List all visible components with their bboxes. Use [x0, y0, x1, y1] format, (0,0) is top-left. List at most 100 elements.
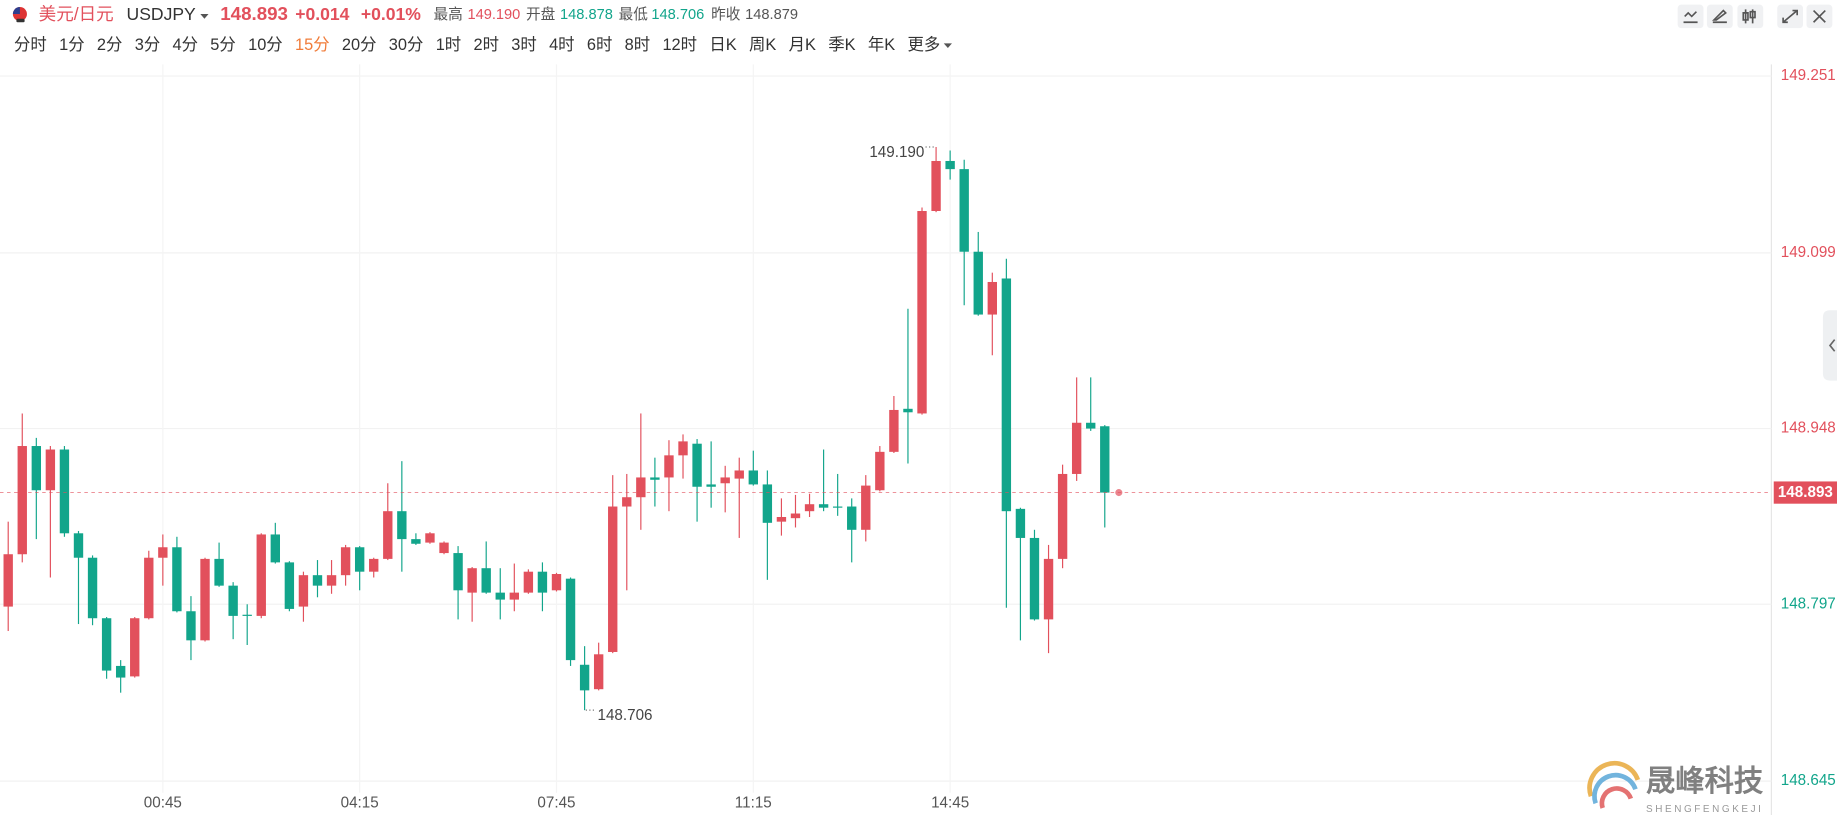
timeframe-tab[interactable]: 15分 — [295, 36, 330, 54]
side-panel-toggle[interactable] — [1822, 310, 1837, 381]
candle-body — [425, 533, 435, 543]
timeframe-tab[interactable]: 1分 — [59, 36, 84, 54]
timeframe-tab[interactable]: 10分 — [248, 36, 283, 54]
candle-body — [383, 511, 393, 559]
price-change-pct: +0.01% — [361, 4, 421, 24]
candle-body — [1043, 558, 1054, 620]
x-tick-label: 07:45 — [537, 794, 575, 811]
candle-body — [692, 443, 702, 487]
tool-button[interactable] — [1677, 4, 1704, 29]
tool-icon — [1712, 9, 1727, 24]
symbol[interactable]: USDJPY — [127, 4, 197, 24]
candle-body — [256, 534, 266, 616]
timeframe-tab[interactable]: 1时 — [436, 36, 461, 54]
candle-body — [45, 449, 56, 491]
candle-body — [397, 511, 407, 540]
high-label: 149.190 — [869, 144, 924, 161]
candle-body — [818, 504, 829, 508]
timeframe-tab[interactable]: 30分 — [389, 36, 424, 54]
last-price: 148.893 — [220, 3, 288, 24]
timeframe-tab[interactable]: 周K — [749, 36, 776, 54]
timeframe-tab[interactable]: 4分 — [173, 36, 198, 54]
candle-body — [664, 455, 674, 478]
candle-body — [158, 547, 168, 558]
candle-body — [411, 539, 421, 544]
timeframe-tab[interactable]: 20分 — [342, 36, 377, 54]
stat-label: 最高 — [433, 6, 462, 23]
timeframe-tab[interactable]: 日K — [709, 36, 736, 54]
timeframe-tab[interactable]: 更多 — [907, 36, 940, 54]
symbol-caret[interactable] — [200, 14, 209, 19]
x-tick-label: 04:15 — [341, 794, 379, 811]
candle-body — [186, 611, 196, 641]
close-icon — [1812, 9, 1826, 23]
expand-icon — [1782, 9, 1798, 24]
stat-value: 148.878 — [560, 7, 613, 23]
candle-body — [326, 575, 337, 586]
candle-body — [903, 408, 913, 413]
candle-body — [73, 533, 84, 558]
y-tick-label: 148.645 — [1781, 772, 1836, 789]
candle-body — [945, 160, 955, 170]
price-change: +0.014 — [295, 4, 349, 24]
labels: 149.251 149.099 148.948 148.797 148.645 00:45… — [0, 67, 1837, 811]
candle-body — [762, 484, 773, 523]
watermark-pinyin: SHENGFENGKEJI — [1646, 804, 1763, 815]
timeframe-tab[interactable]: 3时 — [511, 36, 536, 54]
timeframe-tab[interactable]: 8时 — [625, 36, 650, 54]
candle-body — [720, 477, 730, 484]
current-price-dot — [1115, 489, 1123, 497]
current-price-label: 148.893 — [1778, 484, 1833, 501]
timeframe-tab[interactable]: 5分 — [210, 36, 235, 54]
y-tick-label: 149.251 — [1781, 67, 1836, 84]
candle-body — [17, 446, 27, 555]
candle-body — [593, 654, 604, 690]
candle-body — [987, 281, 997, 315]
candle-body — [439, 542, 449, 554]
candle-body — [453, 553, 463, 591]
candle-body — [101, 618, 112, 671]
candle-body — [481, 568, 491, 593]
tool-icon — [1683, 11, 1698, 24]
candle-body — [31, 446, 42, 491]
candle-body — [1001, 278, 1012, 512]
timeframe-tab[interactable]: 6时 — [587, 36, 612, 54]
timeframe-tab[interactable]: 分时 — [14, 36, 47, 54]
y-tick-label: 148.948 — [1781, 420, 1836, 437]
timeframe-tab[interactable]: 3分 — [135, 36, 160, 54]
timeframe-tab[interactable]: 季K — [828, 36, 855, 54]
stats: 最高 149.190 开盘 148.878 最低 148.706 昨收 148.879 — [433, 5, 798, 23]
timeframe-tab[interactable]: 12时 — [662, 36, 697, 54]
more-caret[interactable] — [943, 43, 952, 49]
candle-body — [832, 506, 843, 508]
timeframe-tab[interactable]: 年K — [868, 36, 895, 54]
candle-body — [214, 558, 224, 586]
candle-body — [804, 504, 815, 512]
y-tick-label: 149.099 — [1781, 244, 1836, 261]
candle-body — [172, 547, 182, 612]
candle-body — [959, 169, 969, 252]
candle-body — [200, 558, 210, 641]
candle-body — [917, 211, 927, 414]
candle-body — [144, 557, 154, 619]
watermark-name: 晟峰科技 — [1646, 765, 1764, 798]
candle-body — [1057, 473, 1068, 559]
candle-body — [734, 470, 744, 479]
timeframe-tab[interactable]: 月K — [789, 36, 816, 54]
candle-body — [636, 477, 646, 498]
candle-body — [59, 449, 70, 534]
stat-label: 最低 — [619, 6, 649, 23]
timeframe-tab[interactable]: 2分 — [97, 36, 122, 54]
stat-value: 148.879 — [745, 7, 798, 23]
flag — [12, 7, 27, 23]
timeframe-tab[interactable]: 4时 — [549, 36, 574, 54]
candle-body — [875, 451, 885, 491]
timeframe-tab[interactable]: 2时 — [474, 36, 499, 54]
stat-value: 148.706 — [651, 7, 704, 23]
candle-body — [847, 506, 857, 530]
candle-body — [298, 575, 309, 607]
stat-label: 开盘 — [526, 5, 555, 23]
stat-label: 昨收 — [711, 6, 741, 23]
candle-body — [495, 592, 505, 600]
